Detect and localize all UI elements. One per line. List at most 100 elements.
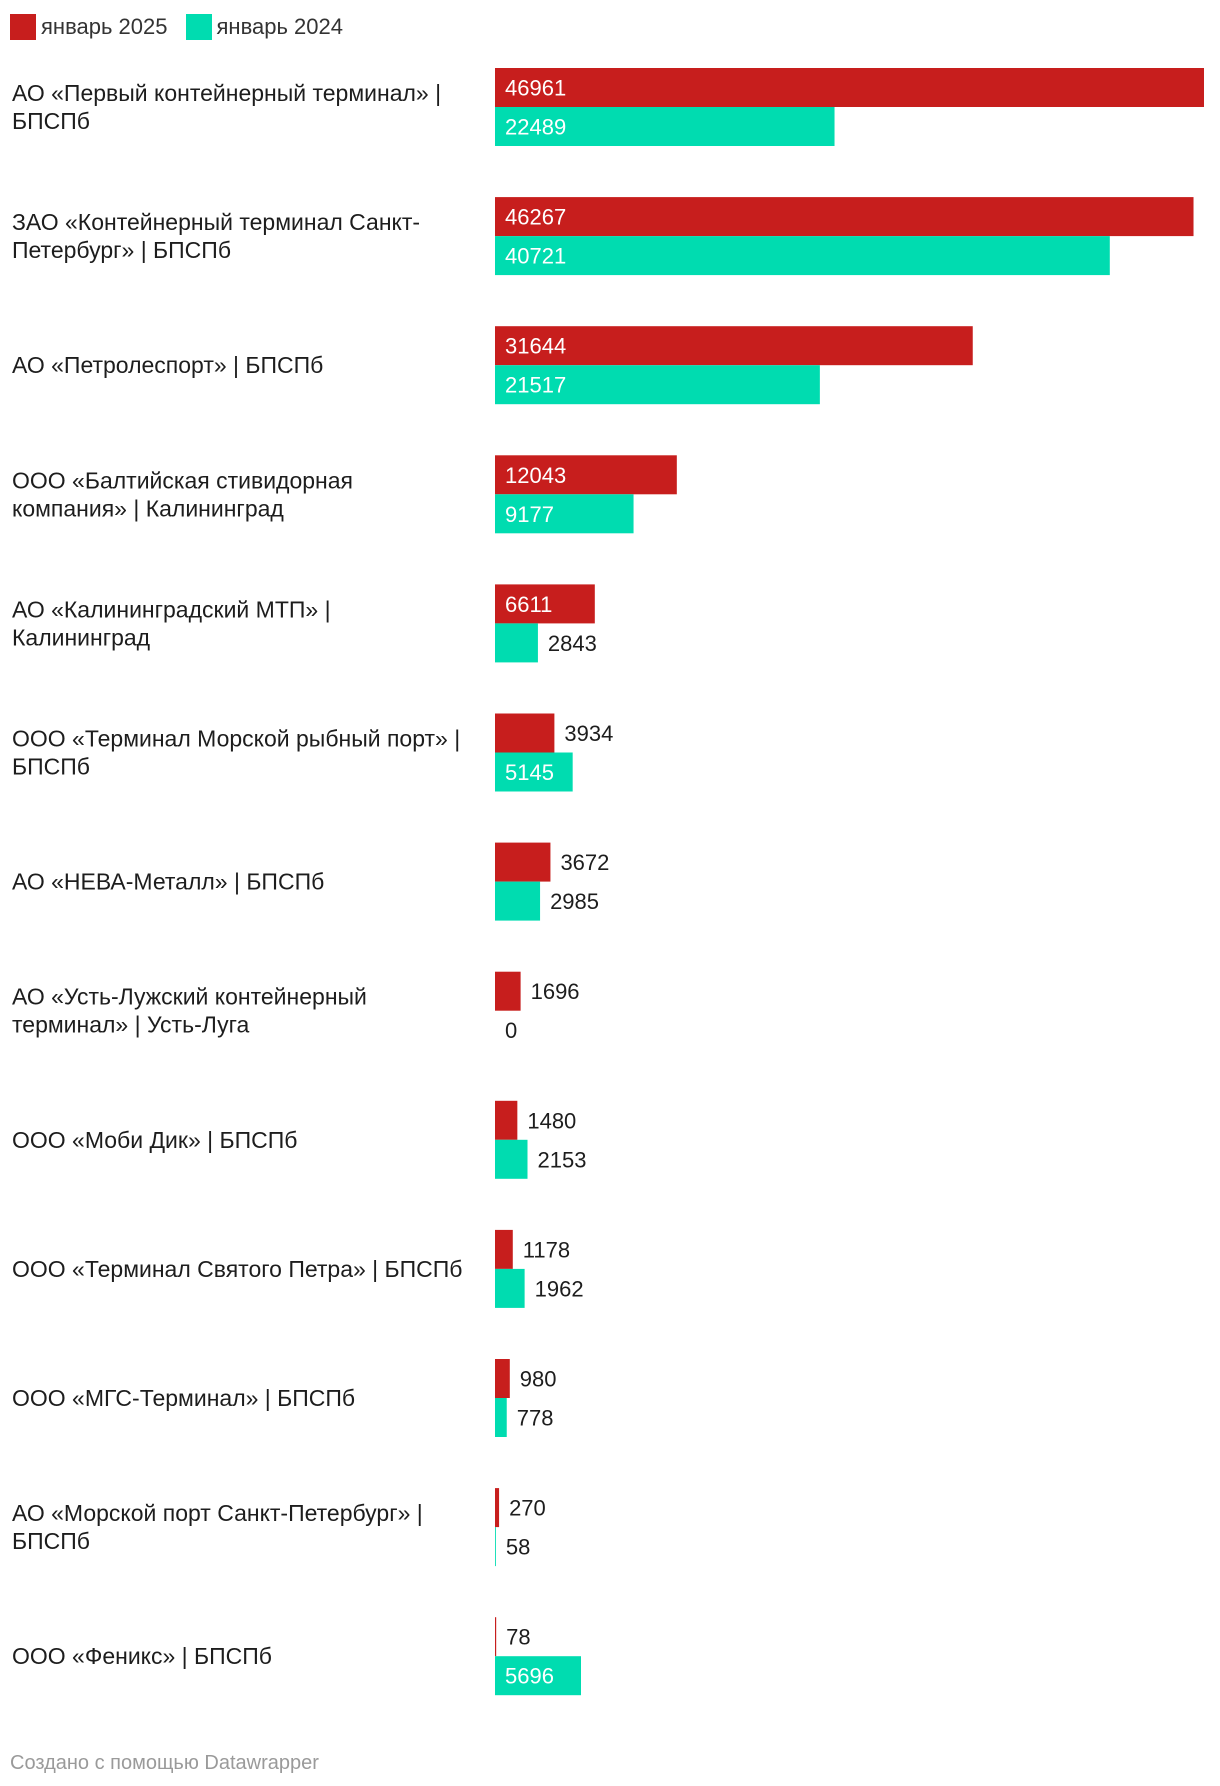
bar-group-row: ООО «Моби Дик» | БПСПб 1480 2153 [12, 1100, 587, 1179]
bar-2025 [495, 1359, 510, 1398]
bar-group-row: АО «Морской порт Санкт-Петербург» | БПСПб… [12, 1488, 546, 1567]
category-label-line: АО «НЕВА-Металл» | БПСПб [12, 869, 324, 895]
bar-2025 [495, 326, 973, 366]
legend-label-2025: январь 2025 [41, 14, 168, 39]
category-label-line: БПСПб [12, 754, 90, 780]
category-label: ООО «Терминал Святого Петра» | БПСПб [12, 1256, 462, 1282]
category-label-line: ООО «Феникс» | БПСПб [12, 1643, 272, 1669]
bar-2024 [495, 881, 541, 921]
bar-group-row: ЗАО «Контейнерный терминал Санкт-Петербу… [12, 197, 1194, 276]
bar-value-label: 1962 [535, 1276, 584, 1301]
bar-value-label: 2153 [538, 1147, 587, 1172]
bar-value-label: 778 [517, 1406, 554, 1431]
bar-value-label: 2843 [548, 631, 597, 656]
bar-value-label: 5696 [505, 1664, 554, 1689]
category-label-line: Петербург» | БПСПб [12, 237, 231, 263]
bar-group-row: АО «Петролеспорт» | БПСПб 31644 21517 [12, 326, 973, 405]
bar-group-row: АО «Первый контейнерный терминал» | БПСПб… [12, 68, 1204, 146]
footer-credit: Создано с помощью Datawrapper [10, 1752, 319, 1774]
bar-value-label: 5145 [505, 760, 554, 785]
bar-value-label: 1178 [523, 1237, 570, 1262]
bar-2025 [495, 584, 595, 624]
bar-group-row: ООО «МГС-Терминал» | БПСПб 980 778 [12, 1359, 557, 1437]
bar-value-label: 46267 [505, 205, 566, 230]
legend-swatch-2024 [185, 14, 212, 40]
bar-group-row: ООО «Феникс» | БПСПб 78 5696 [12, 1617, 581, 1696]
bar-2024 [495, 107, 835, 146]
category-label-line: АО «Первый контейнерный терминал» | [12, 80, 441, 106]
bar-value-label: 78 [506, 1625, 530, 1650]
bar-value-label: 3672 [560, 850, 609, 875]
bar-2025 [495, 842, 551, 882]
category-label: АО «Петролеспорт» | БПСПб [12, 352, 323, 378]
category-label-line: ООО «Моби Дик» | БПСПб [12, 1127, 297, 1153]
bar-group-row: АО «Калининградский МТП» | Калининград 661… [12, 584, 597, 663]
bar-2024 [495, 1656, 581, 1696]
category-label: АО «Калининградский МТП» | Калининград [12, 596, 331, 650]
bar-2025 [495, 68, 1204, 107]
category-label: ООО «Феникс» | БПСПб [12, 1643, 272, 1669]
category-label: ООО «Моби Дик» | БПСПб [12, 1127, 297, 1153]
legend-swatch-2025 [10, 14, 36, 40]
bar-2025 [495, 713, 555, 753]
category-label: АО «Первый контейнерный терминал» | БПСПб [12, 80, 441, 134]
bar-2024 [495, 1268, 525, 1308]
legend-label-2024: январь 2024 [216, 14, 344, 39]
bar-2024 [495, 236, 1110, 276]
bar-2024 [495, 1139, 528, 1179]
bar-2025 [495, 1488, 500, 1528]
bar-group-row: АО «Усть-Лужский контейнерный терминал» |… [12, 971, 580, 1043]
category-label-line: АО «Калининградский МТП» | [12, 596, 331, 622]
bar-chart: АО «Первый контейнерный терминал» | БПСПб… [12, 68, 1204, 1696]
bar-value-label: 31644 [505, 334, 566, 359]
category-label-line: АО «Морской порт Санкт-Петербург» | [12, 1500, 423, 1526]
bar-2024 [495, 1527, 496, 1567]
bar-2025 [495, 1617, 497, 1657]
bar-value-label: 3934 [564, 721, 613, 746]
category-label-line: Калининград [12, 624, 151, 650]
bar-2024 [495, 365, 820, 405]
bar-value-label: 0 [505, 1018, 517, 1043]
category-label: ЗАО «Контейнерный терминал Санкт-Петербу… [12, 209, 420, 263]
bar-value-label: 2985 [550, 889, 599, 914]
category-label-line: БПСПб [12, 1528, 90, 1554]
bar-group-row: ООО «Терминал Морской рыбный порт» | БПСП… [12, 713, 613, 792]
bar-group-row: АО «НЕВА-Металл» | БПСПб 3672 2985 [12, 842, 609, 921]
bar-value-label: 270 [509, 1496, 546, 1521]
bar-2024 [495, 1398, 507, 1437]
category-label: ООО «Терминал Морской рыбный порт» | БПСП… [12, 726, 460, 780]
category-label-line: терминал» | Усть-Луга [12, 1012, 249, 1038]
category-label: АО «Усть-Лужский контейнерный терминал» |… [12, 984, 367, 1038]
category-label-line: БПСПб [12, 108, 90, 134]
bar-value-label: 6611 [505, 592, 552, 617]
category-label-line: ООО «Терминал Морской рыбный порт» | [12, 726, 460, 752]
bar-2025 [495, 197, 1194, 237]
category-label: ООО «МГС-Терминал» | БПСПб [12, 1385, 355, 1411]
category-label: АО «НЕВА-Металл» | БПСПб [12, 869, 324, 895]
bar-value-label: 21517 [505, 373, 566, 398]
bar-value-label: 9177 [505, 502, 554, 527]
category-label-line: ЗАО «Контейнерный терминал Санкт- [12, 209, 420, 235]
legend-item-2025: январь 2025 [10, 14, 168, 40]
bar-value-label: 980 [520, 1367, 557, 1392]
bar-value-label: 58 [506, 1535, 530, 1560]
bar-group-row: ООО «Терминал Святого Петра» | БПСПб 1178… [12, 1229, 584, 1308]
chart-legend: январь 2025 январь 2024 [10, 12, 361, 42]
category-label: ООО «Балтийская стивидорная компания» | К… [12, 467, 353, 521]
bar-value-label: 12043 [505, 463, 566, 488]
bar-2025 [495, 971, 521, 1011]
bar-value-label: 22489 [505, 115, 566, 140]
bar-value-label: 1696 [531, 979, 580, 1004]
category-label-line: ООО «МГС-Терминал» | БПСПб [12, 1385, 355, 1411]
bar-2024 [495, 752, 573, 792]
bar-2024 [495, 623, 538, 663]
category-label: АО «Морской порт Санкт-Петербург» | БПСПб [12, 1500, 423, 1554]
bar-value-label: 1480 [527, 1108, 576, 1133]
bar-group-row: ООО «Балтийская стивидорная компания» | К… [12, 455, 677, 534]
category-label-line: АО «Петролеспорт» | БПСПб [12, 352, 323, 378]
legend-item-2024: январь 2024 [185, 14, 344, 40]
bar-value-label: 40721 [505, 244, 566, 269]
bar-2025 [495, 455, 677, 495]
category-label-line: компания» | Калининград [12, 495, 284, 521]
bar-2024 [495, 494, 634, 534]
